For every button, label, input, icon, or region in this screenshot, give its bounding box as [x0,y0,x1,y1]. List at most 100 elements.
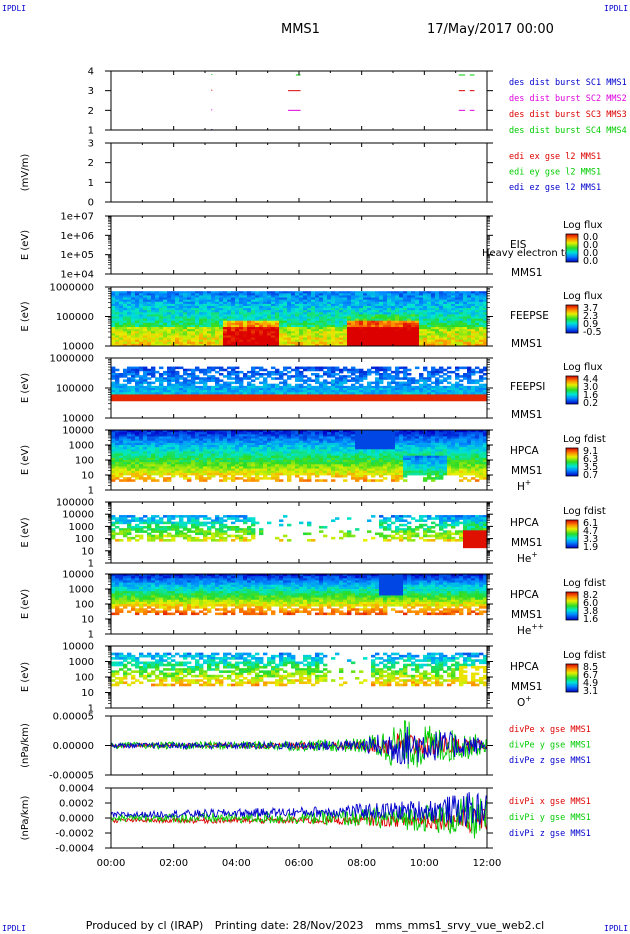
spectrogram-cell [275,329,280,332]
spectrogram-cell [135,468,140,472]
spectrogram-cell [331,301,336,305]
spectrogram-cell [351,297,356,301]
spectrogram-cell [147,430,152,433]
spectrogram-cell [187,333,192,336]
spectrogram-cell [183,398,188,402]
spectrogram-cell [439,305,444,309]
spectrogram-cell [215,451,220,454]
spectrogram-cell [295,322,300,326]
spectrogram-cell [167,308,172,311]
spectrogram-cell [115,451,120,454]
spectrogram-cell [219,440,224,444]
spectrogram-cell [215,337,220,341]
spectrogram-cell [463,291,468,294]
spectrogram-cell [127,295,132,298]
spectrogram-cell [311,379,316,382]
spectrogram-cell [291,316,296,320]
spectrogram-cell [235,381,240,385]
spectrogram-cell [451,337,456,341]
spectrogram-cell [355,299,360,303]
spectrogram-cell [319,305,324,309]
spectrogram-cell [195,438,200,442]
spectrogram-cell [259,314,264,317]
spectrogram-cell [151,396,156,400]
spectrogram-cell [283,316,288,320]
spectrogram-cell [475,308,480,311]
spectrogram-cell [315,392,320,395]
spectrogram-cell [435,379,440,382]
spectrogram-cell [447,305,452,309]
spectrogram-cell [207,460,212,463]
spectrogram-cell [411,297,416,301]
spectrogram-cell [175,449,180,452]
spectrogram-cell [159,299,164,303]
spectrogram-cell [171,436,176,439]
spectrogram-cell [251,305,256,309]
spectrogram-cell [139,445,144,448]
spectrogram-cell [119,383,124,387]
spectrogram-cell [419,329,424,332]
spectrogram-cell [287,331,292,334]
spectrogram-cell [199,320,204,324]
spectrogram-cell [219,398,224,402]
spectrogram-cell [371,337,376,341]
spectrogram-cell [327,314,332,317]
spectrogram-cell [239,301,244,305]
spectrogram-cell [123,341,128,345]
spectrogram-cell [399,299,404,303]
spectrogram-cell [431,312,436,315]
spectrogram-cell [259,390,264,393]
colorbar [565,375,579,405]
spectrogram-cell [399,314,404,317]
spectrogram-cell [127,390,132,393]
spectrogram-cell [403,329,408,332]
y-tick-label: 1e+07 [60,212,94,223]
spectrogram-cell [127,327,132,330]
spectrogram-cell [375,322,380,326]
spectrogram-cell [167,468,172,472]
spectrogram-cell [275,331,280,334]
spectrogram-cell [155,390,160,393]
spectrogram-cell [207,398,212,402]
spectrogram-cell [391,331,396,334]
spectrogram-cell [207,322,212,326]
spectrogram-cell [171,335,176,338]
spectrogram-cell [219,295,224,298]
spectrogram-cell [263,381,268,385]
spectrogram-cell [355,322,360,326]
spectrogram-cell [131,341,136,345]
spectrogram-cell [163,447,168,450]
spectrogram-cell [159,388,164,391]
spectrogram-cell [455,373,460,376]
spectrogram-cell [231,445,236,448]
spectrogram-cell [255,468,260,472]
spectrogram-cell [223,455,228,459]
spectrogram-cell [211,394,216,397]
spectrogram-cell [427,388,432,391]
spectrogram-cell [231,335,236,338]
spectrogram-cell [179,445,184,448]
spectrogram-cell [183,462,188,465]
spectrogram-cell [151,449,156,452]
spectrogram-cell [311,295,316,298]
spectrogram-cell [315,308,320,311]
spectrogram-cell [247,377,252,380]
spectrogram-cell [203,341,208,345]
spectrogram-cell [351,310,356,313]
spectrogram-cell [423,377,428,380]
spectrogram-cell [203,388,208,391]
spectrogram-cell [211,297,216,301]
spectrogram-cell [111,327,116,330]
spectrogram-cell [263,445,268,448]
spectrogram-cell [203,468,208,472]
colorbar [565,304,579,334]
spectrogram-cell [119,312,124,315]
spectrogram-cell [471,333,476,336]
spectrogram-cell [143,438,148,442]
spectrogram-cell [263,468,268,472]
spectrogram-cell [335,301,340,305]
spectrogram-cell [391,308,396,311]
spectrogram-cell [215,312,220,315]
spectrogram-cell [251,457,256,461]
